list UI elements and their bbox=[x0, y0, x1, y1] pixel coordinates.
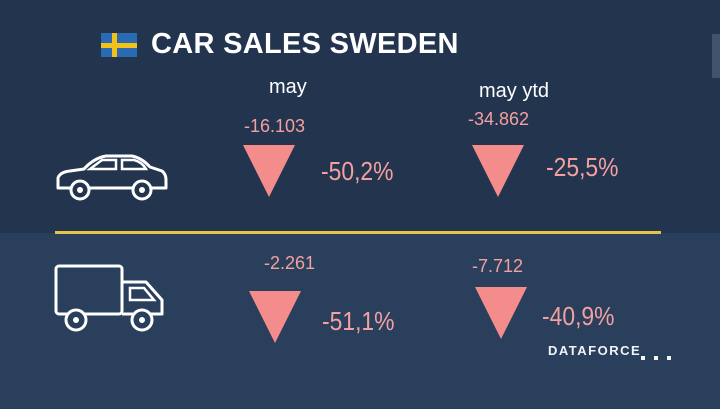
car-may-down-arrow-icon bbox=[243, 145, 295, 197]
truck-ytd-down-arrow-icon bbox=[475, 287, 527, 339]
brand-logo-dots bbox=[641, 356, 671, 362]
truck-ytd-units: -7.712 bbox=[472, 256, 524, 276]
column-header-may: may bbox=[269, 76, 307, 98]
truck-icon bbox=[52, 262, 170, 334]
car-ytd-units: -34.862 bbox=[468, 109, 530, 129]
column-header-may-ytd: may ytd bbox=[479, 80, 550, 102]
sweden-flag-icon bbox=[101, 33, 137, 57]
page-title: CAR SALES SWEDEN bbox=[151, 28, 459, 60]
truck-may-change: -51,1% bbox=[322, 306, 395, 336]
brand-logo: DATAFORCE bbox=[548, 343, 642, 358]
car-may-change: -50,2% bbox=[321, 156, 394, 186]
car-ytd-change: -25,5% bbox=[546, 152, 619, 182]
car-ytd-down-arrow-icon bbox=[472, 145, 524, 197]
car-icon bbox=[54, 150, 168, 202]
edge-strip bbox=[712, 34, 720, 78]
truck-ytd-change: -40,9% bbox=[542, 301, 615, 331]
truck-may-units: -2.261 bbox=[264, 253, 316, 273]
car-may-units: -16.103 bbox=[244, 116, 306, 136]
section-divider bbox=[55, 231, 661, 234]
vans-panel bbox=[0, 233, 720, 409]
truck-may-down-arrow-icon bbox=[249, 291, 301, 343]
